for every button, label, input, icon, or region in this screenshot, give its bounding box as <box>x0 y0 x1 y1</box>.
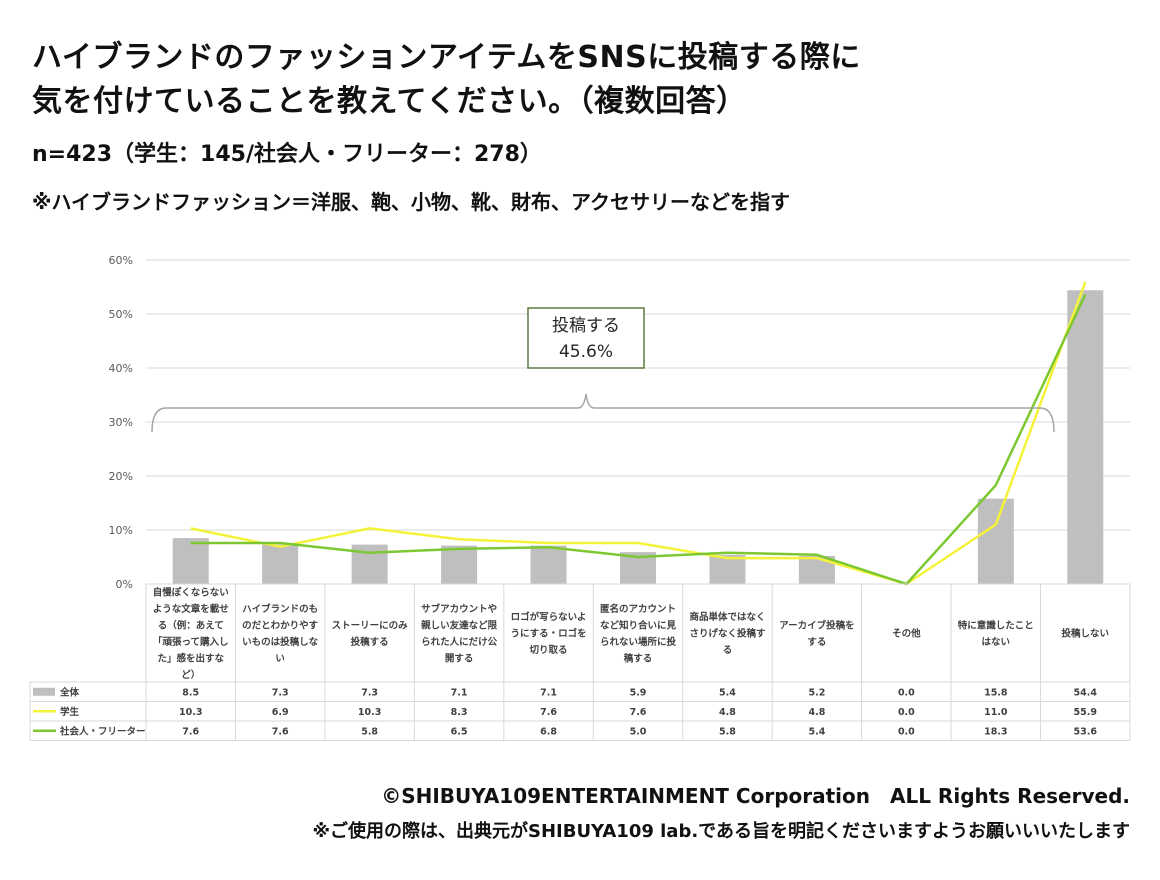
chart-title: ハイブランドのファッションアイテムをSNSに投稿する際に 気を付けていることを教… <box>32 36 861 124</box>
y-tick-label: 60% <box>109 254 133 267</box>
category-label: ハイブランドのものだとわかりやすいものは投稿しない <box>242 603 319 665</box>
y-tick-label: 0% <box>116 578 133 591</box>
series-line <box>190 294 1087 586</box>
bar <box>441 545 478 584</box>
table-cell-value: 8.3 <box>451 707 468 718</box>
table-cell-value: 7.1 <box>540 687 557 698</box>
table-cell-value: 7.3 <box>272 687 289 698</box>
table-cell-value: 4.8 <box>719 707 736 718</box>
table-cell-value: 8.5 <box>182 687 199 698</box>
copyright-text: ©SHIBUYA109ENTERTAINMENT Corporation ALL… <box>381 784 1130 808</box>
table-cell-value: 5.8 <box>719 726 736 737</box>
category-label: 投稿しない <box>1062 628 1110 640</box>
category-label: ロゴが写らないようにする・ロゴを切り取る <box>510 611 586 656</box>
table-cell-value: 7.6 <box>630 707 647 718</box>
series-line <box>190 281 1087 586</box>
table-cell-value: 5.4 <box>719 687 736 698</box>
table-cell-value: 4.8 <box>808 707 825 718</box>
combo-chart: 0% 10% 20% 30% 40% 50% 60% 投稿する 45.6% 自慢ぽくならないような… <box>29 254 1131 741</box>
y-tick-label: 40% <box>109 362 133 375</box>
table-cell-value: 11.0 <box>984 707 1008 718</box>
table-cell-value: 10.3 <box>179 707 202 718</box>
table-cell-value: 15.8 <box>984 687 1008 698</box>
table-cell-value: 0.0 <box>898 726 915 737</box>
table-cell-value: 7.1 <box>451 687 468 698</box>
table-cell-value: 6.8 <box>540 726 557 737</box>
annotation-label: 投稿する <box>552 316 620 336</box>
category-label: 自慢ぽくならないような文章を載せる（例：あえて「頑張って購入した」感を出すなど） <box>153 586 229 681</box>
table-cell-value: 7.6 <box>182 726 199 737</box>
table-cell-value: 5.2 <box>808 687 825 698</box>
table-cell-value: 7.3 <box>361 687 378 698</box>
category-label: その他 <box>892 628 921 640</box>
legend-label: 社会人・フリーター <box>59 725 146 737</box>
table-header-border <box>145 583 1131 683</box>
bar <box>709 554 746 584</box>
bracket <box>151 393 1055 433</box>
table-cell-value: 0.0 <box>898 687 915 698</box>
title-line-1: ハイブランドのファッションアイテムをSNSに投稿する際に <box>32 40 861 75</box>
table-cell-value: 6.5 <box>451 726 468 737</box>
category-label: ストーリーにのみ投稿する <box>332 620 409 648</box>
table-cell-value: 5.4 <box>808 726 825 737</box>
table-cell-value: 55.9 <box>1074 707 1097 718</box>
table-cell-value: 10.3 <box>358 707 381 718</box>
table-cell-value: 7.6 <box>540 707 557 718</box>
bar <box>530 545 567 584</box>
y-tick-label: 10% <box>109 524 133 537</box>
table-cell-value: 18.3 <box>984 726 1007 737</box>
table-cell-value: 53.6 <box>1074 726 1098 737</box>
y-tick-label: 30% <box>109 416 133 429</box>
legend-label: 全体 <box>59 686 80 698</box>
bar <box>262 544 299 584</box>
y-tick-label: 20% <box>109 470 133 483</box>
legend-key <box>33 687 55 696</box>
table-cell-value: 0.0 <box>898 707 915 718</box>
usage-notice: ※ご使用の際は、出典元がSHIBUYA109 lab.である旨を明記くださいます… <box>312 821 1131 842</box>
y-tick-label: 50% <box>109 308 133 321</box>
bar <box>1067 290 1104 584</box>
table-cell-value: 6.9 <box>272 707 289 718</box>
definition-note: ※ハイブランドファッション＝洋服、鞄、小物、靴、財布、アクセサリーなどを指す <box>32 190 791 214</box>
table-cell-value: 5.0 <box>630 726 647 737</box>
category-label: 特に意識したことはない <box>958 619 1034 648</box>
sample-size: n=423（学生：145/社会人・フリーター：278） <box>32 142 542 167</box>
annotation-box <box>527 307 645 369</box>
title-line-2: 気を付けていることを教えてください。（複数回答） <box>32 84 747 119</box>
category-label: アーカイブ投稿をする <box>779 619 854 648</box>
annotation-value: 45.6% <box>559 342 613 362</box>
bar <box>977 498 1014 584</box>
table-cell-value: 7.6 <box>272 726 289 737</box>
category-label: 商品単体ではなくさりげなく投稿する <box>689 611 766 656</box>
table-cell-value: 5.9 <box>630 687 647 698</box>
table-cell-value: 54.4 <box>1074 687 1098 698</box>
table-cell-value: 5.8 <box>361 726 378 737</box>
legend-label: 学生 <box>60 706 80 718</box>
category-label: 匿名のアカウントなど知り合いに見られない場所に投稿する <box>600 603 677 665</box>
bar <box>172 538 209 584</box>
category-label: サブアカウントや親しい友達など限られた人にだけ公開する <box>421 603 498 665</box>
